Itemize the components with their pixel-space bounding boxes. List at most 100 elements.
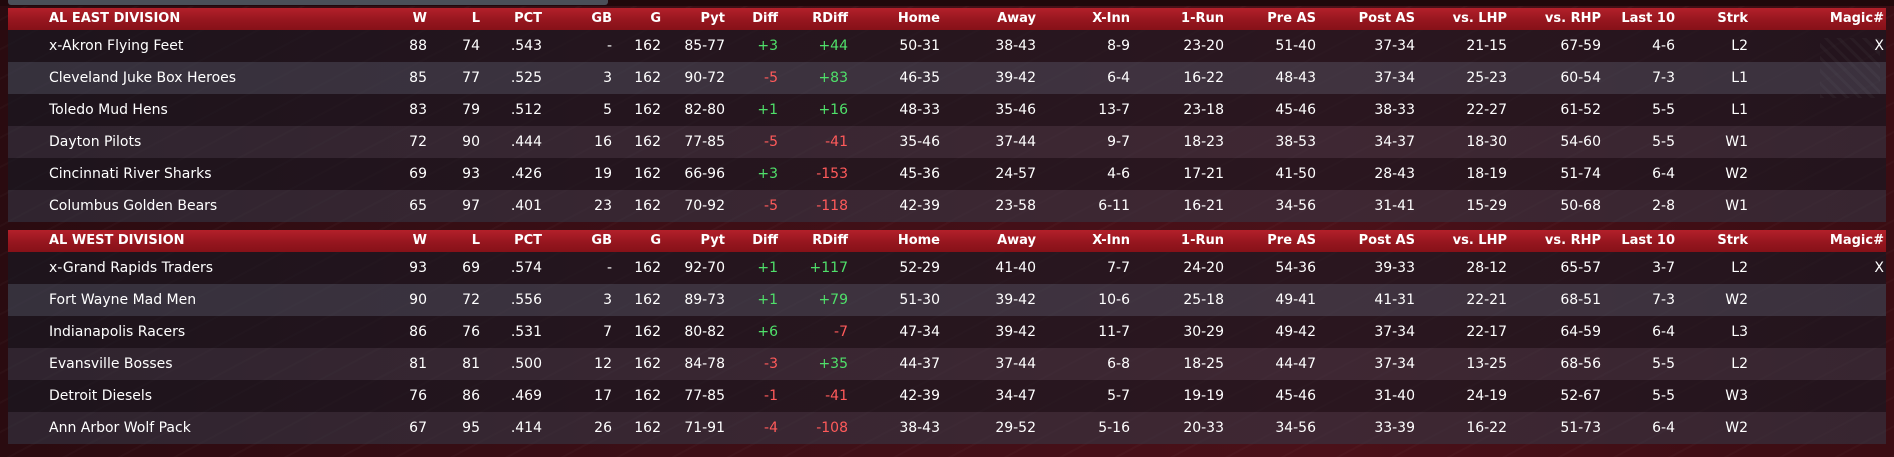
cell-gb: 23 bbox=[594, 198, 612, 214]
cell-strk: L1 bbox=[1731, 102, 1748, 118]
column-header-g[interactable]: G bbox=[650, 233, 661, 248]
cell-preas: 38-53 bbox=[1275, 134, 1316, 150]
column-header-away[interactable]: Away bbox=[997, 233, 1036, 248]
column-header-w[interactable]: W bbox=[412, 233, 427, 248]
team-name[interactable]: Detroit Diesels bbox=[49, 388, 153, 404]
team-row[interactable]: Dayton Pilots 72 90 .444 16 162 77-85 -5 -41 35-4… bbox=[8, 126, 1886, 158]
cell-magic: X bbox=[1874, 260, 1884, 276]
column-header-onerun[interactable]: 1-Run bbox=[1181, 11, 1224, 26]
division-header[interactable]: AL WEST DIVISION W L PCT GB G Pyt Diff RDiff Home… bbox=[8, 230, 1886, 252]
cell-pyt: 85-77 bbox=[684, 38, 725, 54]
team-row[interactable]: Cincinnati River Sharks 69 93 .426 19 162 66-9… bbox=[8, 158, 1886, 190]
column-header-w[interactable]: W bbox=[412, 11, 427, 26]
column-header-last10[interactable]: Last 10 bbox=[1621, 11, 1675, 26]
cell-pct: .574 bbox=[510, 260, 542, 276]
column-header-preas[interactable]: Pre AS bbox=[1267, 11, 1316, 26]
column-header-l[interactable]: L bbox=[471, 11, 480, 26]
team-name[interactable]: Dayton Pilots bbox=[49, 134, 142, 150]
cell-pyt: 71-91 bbox=[684, 420, 725, 436]
column-header-l[interactable]: L bbox=[471, 233, 480, 248]
column-header-vslhp[interactable]: vs. LHP bbox=[1452, 233, 1507, 248]
column-header-rdiff[interactable]: RDiff bbox=[812, 233, 848, 248]
team-row[interactable]: Toledo Mud Hens 83 79 .512 5 162 82-80 +1 +16 48-… bbox=[8, 94, 1886, 126]
column-header-magic[interactable]: Magic# bbox=[1829, 11, 1884, 26]
cell-pyt: 77-85 bbox=[684, 388, 725, 404]
cell-diff: +1 bbox=[757, 102, 778, 118]
cell-away: 35-46 bbox=[995, 102, 1036, 118]
cell-home: 42-39 bbox=[899, 388, 940, 404]
column-header-postas[interactable]: Post AS bbox=[1358, 233, 1415, 248]
team-row[interactable]: Evansville Bosses 81 81 .500 12 162 84-78 -3 +35… bbox=[8, 348, 1886, 380]
team-name[interactable]: x-Akron Flying Feet bbox=[49, 38, 184, 54]
cell-vsrhp: 64-59 bbox=[1560, 324, 1601, 340]
column-header-home[interactable]: Home bbox=[897, 11, 940, 26]
cell-strk: W2 bbox=[1725, 420, 1748, 436]
cell-w: 67 bbox=[409, 420, 427, 436]
team-name[interactable]: Cleveland Juke Box Heroes bbox=[49, 70, 237, 86]
cell-pyt: 70-92 bbox=[684, 198, 725, 214]
cell-l: 90 bbox=[462, 134, 480, 150]
column-header-gb[interactable]: GB bbox=[591, 233, 612, 248]
team-name[interactable]: Cincinnati River Sharks bbox=[49, 166, 212, 182]
team-name[interactable]: Indianapolis Racers bbox=[49, 324, 186, 340]
team-name[interactable]: Fort Wayne Mad Men bbox=[49, 292, 197, 308]
column-header-g[interactable]: G bbox=[650, 11, 661, 26]
cell-home: 35-46 bbox=[899, 134, 940, 150]
division-header[interactable]: AL EAST DIVISION W L PCT GB G Pyt Diff RDiff Home… bbox=[8, 8, 1886, 30]
column-header-rdiff[interactable]: RDiff bbox=[812, 11, 848, 26]
cell-xinn: 6-4 bbox=[1107, 70, 1130, 86]
column-header-vslhp[interactable]: vs. LHP bbox=[1452, 11, 1507, 26]
cell-home: 51-30 bbox=[899, 292, 940, 308]
team-row[interactable]: x-Akron Flying Feet 88 74 .543 - 162 85-77 +3 +4… bbox=[8, 30, 1886, 62]
team-name[interactable]: Ann Arbor Wolf Pack bbox=[49, 420, 191, 436]
cell-preas: 48-43 bbox=[1275, 70, 1316, 86]
cell-vslhp: 22-27 bbox=[1466, 102, 1507, 118]
cell-preas: 34-56 bbox=[1275, 198, 1316, 214]
cell-strk: L2 bbox=[1731, 356, 1748, 372]
column-header-pct[interactable]: PCT bbox=[514, 11, 542, 26]
column-header-magic[interactable]: Magic# bbox=[1829, 233, 1884, 248]
column-header-vsrhp[interactable]: vs. RHP bbox=[1544, 11, 1601, 26]
cell-diff: -5 bbox=[764, 198, 778, 214]
column-header-onerun[interactable]: 1-Run bbox=[1181, 233, 1224, 248]
column-header-last10[interactable]: Last 10 bbox=[1621, 233, 1675, 248]
cell-postas: 37-34 bbox=[1374, 324, 1415, 340]
column-header-diff[interactable]: Diff bbox=[752, 233, 778, 248]
column-header-away[interactable]: Away bbox=[997, 11, 1036, 26]
column-header-pyt[interactable]: Pyt bbox=[700, 233, 725, 248]
team-name[interactable]: Evansville Bosses bbox=[49, 356, 173, 372]
team-row[interactable]: Detroit Diesels 76 86 .469 17 162 77-85 -1 -41 42… bbox=[8, 380, 1886, 412]
column-header-xinn[interactable]: X-Inn bbox=[1092, 233, 1130, 248]
column-header-strk[interactable]: Strk bbox=[1717, 233, 1748, 248]
cell-preas: 49-41 bbox=[1275, 292, 1316, 308]
column-header-preas[interactable]: Pre AS bbox=[1267, 233, 1316, 248]
team-row[interactable]: Ann Arbor Wolf Pack 67 95 .414 26 162 71-91 -4 -… bbox=[8, 412, 1886, 444]
team-row[interactable]: Columbus Golden Bears 65 97 .401 23 162 70-92 -… bbox=[8, 190, 1886, 222]
cell-xinn: 6-11 bbox=[1098, 198, 1130, 214]
cell-away: 37-44 bbox=[995, 134, 1036, 150]
cell-home: 38-43 bbox=[899, 420, 940, 436]
team-row[interactable]: Cleveland Juke Box Heroes 85 77 .525 3 162 90-… bbox=[8, 62, 1886, 94]
cell-home: 48-33 bbox=[899, 102, 940, 118]
cell-rdiff: +117 bbox=[809, 260, 848, 276]
team-row[interactable]: x-Grand Rapids Traders 93 69 .574 - 162 92-70 +… bbox=[8, 252, 1886, 284]
cell-gb: 12 bbox=[594, 356, 612, 372]
team-row[interactable]: Fort Wayne Mad Men 90 72 .556 3 162 89-73 +1 +79… bbox=[8, 284, 1886, 316]
team-name[interactable]: Columbus Golden Bears bbox=[49, 198, 218, 214]
column-header-vsrhp[interactable]: vs. RHP bbox=[1544, 233, 1601, 248]
cell-preas: 41-50 bbox=[1275, 166, 1316, 182]
column-header-gb[interactable]: GB bbox=[591, 11, 612, 26]
team-row[interactable]: Indianapolis Racers 86 76 .531 7 162 80-82 +6 -7… bbox=[8, 316, 1886, 348]
team-name[interactable]: Toledo Mud Hens bbox=[49, 102, 168, 118]
column-header-xinn[interactable]: X-Inn bbox=[1092, 11, 1130, 26]
column-header-postas[interactable]: Post AS bbox=[1358, 11, 1415, 26]
column-header-strk[interactable]: Strk bbox=[1717, 11, 1748, 26]
cell-g: 162 bbox=[634, 166, 661, 182]
column-header-diff[interactable]: Diff bbox=[752, 11, 778, 26]
column-header-pyt[interactable]: Pyt bbox=[700, 11, 725, 26]
column-header-pct[interactable]: PCT bbox=[514, 233, 542, 248]
column-header-home[interactable]: Home bbox=[897, 233, 940, 248]
team-name[interactable]: x-Grand Rapids Traders bbox=[49, 260, 214, 276]
cell-rdiff: -108 bbox=[816, 420, 848, 436]
cell-gb: 26 bbox=[594, 420, 612, 436]
